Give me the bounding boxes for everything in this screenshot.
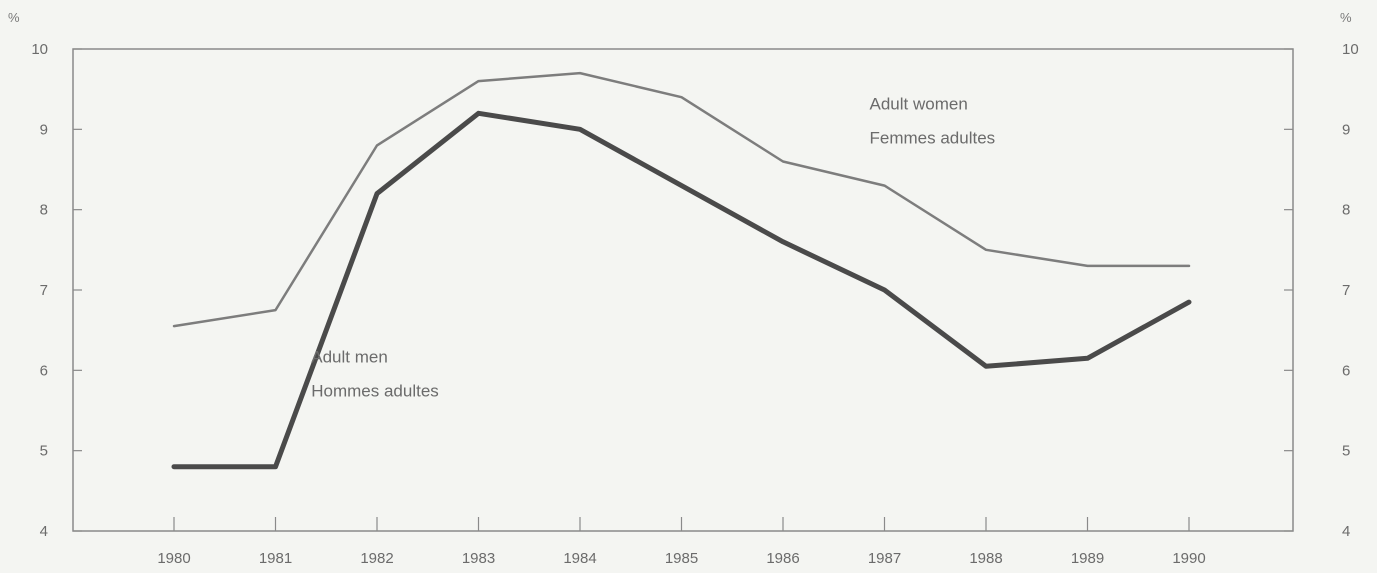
y-tick-label-left-4: 8 (40, 202, 48, 219)
y-tick-label-right-4: 8 (1342, 202, 1350, 219)
y-tick-label-right-3: 7 (1342, 282, 1350, 299)
x-tick-label-5: 1985 (665, 550, 698, 567)
y-tick-label-left-5: 9 (40, 121, 48, 138)
y-tick-label-right-0: 4 (1342, 523, 1350, 540)
x-tick-label-9: 1989 (1071, 550, 1104, 567)
y-unit-left: % (8, 10, 20, 25)
y-tick-label-left-6: 10 (31, 41, 48, 58)
y-tick-label-left-0: 4 (40, 523, 48, 540)
annotation-1-line-0: Adult men (311, 347, 388, 366)
x-tick-label-2: 1982 (360, 550, 393, 567)
x-tick-label-7: 1987 (868, 550, 901, 567)
y-tick-label-left-2: 6 (40, 362, 48, 379)
annotation-0-line-1: Femmes adultes (870, 128, 996, 147)
y-tick-label-right-1: 5 (1342, 443, 1350, 460)
x-tick-label-1: 1981 (259, 550, 292, 567)
y-unit-right: % (1340, 10, 1352, 25)
y-tick-label-right-5: 9 (1342, 121, 1350, 138)
y-tick-label-right-2: 6 (1342, 362, 1350, 379)
chart-marks: 4 4 5 5 6 6 7 7 8 8 9 9 10 10 1980 1981 1982 1983 1984 1985… (31, 41, 1358, 567)
series-line-0 (172, 71, 1191, 328)
y-tick-label-right-6: 10 (1342, 41, 1359, 58)
annotation-0-line-0: Adult women (870, 94, 968, 113)
x-tick-label-6: 1986 (766, 550, 799, 567)
series-line-1 (171, 110, 1192, 470)
x-tick-label-4: 1984 (563, 550, 596, 567)
x-tick-label-0: 1980 (157, 550, 190, 567)
x-tick-label-8: 1988 (969, 550, 1002, 567)
annotation-1-line-1: Hommes adultes (311, 381, 439, 400)
y-tick-label-left-3: 7 (40, 282, 48, 299)
x-tick-label-10: 1990 (1172, 550, 1205, 567)
x-tick-label-3: 1983 (462, 550, 495, 567)
plot-frame (72, 48, 1294, 532)
y-tick-label-left-1: 5 (40, 443, 48, 460)
